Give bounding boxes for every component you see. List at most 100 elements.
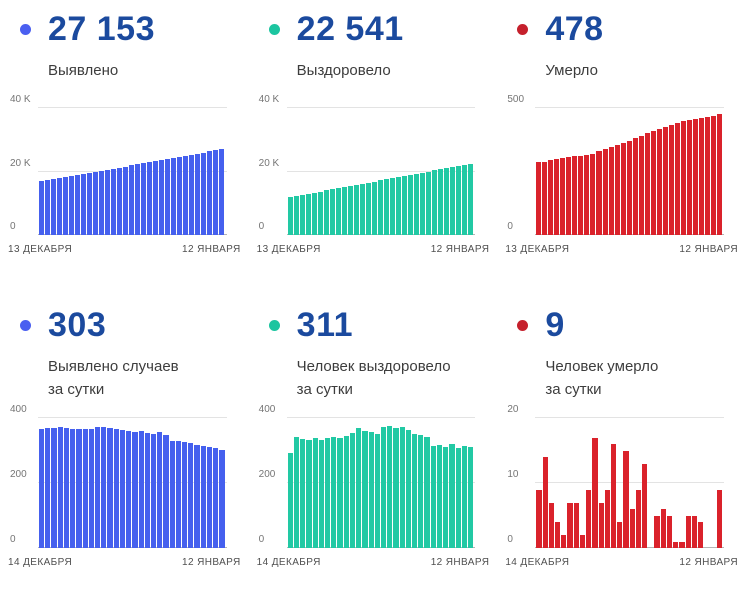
chart-bar[interactable] xyxy=(449,444,455,548)
chart-bar[interactable] xyxy=(686,119,692,236)
chart-bar[interactable] xyxy=(119,430,126,548)
chart-bar[interactable] xyxy=(329,189,335,236)
chart-bar[interactable] xyxy=(147,162,153,236)
chart-bar[interactable] xyxy=(305,193,311,236)
chart-bar[interactable] xyxy=(371,181,377,236)
chart-bar[interactable] xyxy=(57,427,63,548)
chart-bar[interactable] xyxy=(356,428,362,548)
chart-bar[interactable] xyxy=(586,489,592,548)
chart-bar[interactable] xyxy=(165,159,171,236)
chart-bar[interactable] xyxy=(93,171,99,236)
chart-bar[interactable] xyxy=(183,155,189,236)
chart-bar[interactable] xyxy=(536,489,542,548)
chart-bar[interactable] xyxy=(317,191,323,236)
chart-bar[interactable] xyxy=(63,177,69,236)
chart-bar[interactable] xyxy=(87,172,93,236)
chart-bar[interactable] xyxy=(426,171,432,236)
chart-bar[interactable] xyxy=(365,182,371,236)
chart-bar[interactable] xyxy=(536,161,542,236)
chart-bar[interactable] xyxy=(395,177,401,236)
chart-bar[interactable] xyxy=(620,143,626,236)
chart-bar[interactable] xyxy=(623,450,629,548)
chart-bar[interactable] xyxy=(163,434,169,548)
chart-bar[interactable] xyxy=(626,141,632,236)
chart-bar[interactable] xyxy=(542,161,548,236)
chart-bar[interactable] xyxy=(383,179,389,236)
chart-bar[interactable] xyxy=(293,196,299,236)
chart-bar[interactable] xyxy=(614,145,620,236)
chart-bar[interactable] xyxy=(610,444,617,548)
chart-bar[interactable] xyxy=(207,151,213,236)
chart-bar[interactable] xyxy=(656,128,662,236)
chart-bar[interactable] xyxy=(691,515,698,548)
chart-bar[interactable] xyxy=(323,190,329,236)
chart-bar[interactable] xyxy=(287,453,293,548)
chart-bar[interactable] xyxy=(401,176,407,236)
chart-bar[interactable] xyxy=(413,173,419,236)
chart-bar[interactable] xyxy=(182,442,188,548)
chart-bar[interactable] xyxy=(387,425,393,548)
chart-bar[interactable] xyxy=(51,179,57,236)
chart-bar[interactable] xyxy=(666,515,673,548)
chart-bar[interactable] xyxy=(430,445,436,548)
chart-bar[interactable] xyxy=(318,439,324,548)
chart-bar[interactable] xyxy=(101,427,107,548)
chart-bar[interactable] xyxy=(650,130,656,236)
chart-bar[interactable] xyxy=(698,117,704,236)
chart-bar[interactable] xyxy=(710,116,716,236)
chart-bar[interactable] xyxy=(418,435,424,548)
chart-bar[interactable] xyxy=(578,155,584,236)
chart-bar[interactable] xyxy=(63,428,70,548)
chart-bar[interactable] xyxy=(662,126,668,236)
chart-bar[interactable] xyxy=(219,449,225,548)
chart-bar[interactable] xyxy=(39,429,45,548)
chart-bar[interactable] xyxy=(70,428,76,548)
chart-bar[interactable] xyxy=(189,154,195,236)
chart-bar[interactable] xyxy=(144,432,150,548)
chart-bar[interactable] xyxy=(698,522,704,548)
chart-bar[interactable] xyxy=(584,154,590,236)
chart-bar[interactable] xyxy=(412,433,418,548)
chart-bar[interactable] xyxy=(306,440,312,548)
chart-bar[interactable] xyxy=(69,176,75,236)
chart-bar[interactable] xyxy=(377,180,383,236)
chart-bar[interactable] xyxy=(704,116,710,236)
chart-bar[interactable] xyxy=(617,522,623,548)
chart-bar[interactable] xyxy=(111,168,117,236)
chart-bar[interactable] xyxy=(153,161,159,236)
chart-bar[interactable] xyxy=(548,502,554,548)
chart-bar[interactable] xyxy=(99,170,105,236)
chart-bar[interactable] xyxy=(331,437,337,548)
chart-bar[interactable] xyxy=(660,509,666,548)
chart-bar[interactable] xyxy=(598,502,604,548)
chart-bar[interactable] xyxy=(126,431,132,548)
chart-bar[interactable] xyxy=(175,441,182,548)
chart-bar[interactable] xyxy=(287,197,293,236)
chart-bar[interactable] xyxy=(444,168,450,236)
chart-bar[interactable] xyxy=(644,133,650,236)
chart-bar[interactable] xyxy=(450,167,456,236)
chart-bar[interactable] xyxy=(107,428,113,548)
chart-bar[interactable] xyxy=(94,426,101,548)
chart-bar[interactable] xyxy=(561,535,567,548)
chart-bar[interactable] xyxy=(560,157,566,236)
chart-bar[interactable] xyxy=(716,113,722,236)
chart-bar[interactable] xyxy=(135,164,141,236)
chart-bar[interactable] xyxy=(141,163,147,236)
chart-bar[interactable] xyxy=(45,180,51,236)
chart-bar[interactable] xyxy=(554,522,561,548)
chart-bar[interactable] xyxy=(343,435,349,548)
chart-bar[interactable] xyxy=(341,187,347,236)
chart-bar[interactable] xyxy=(39,181,45,236)
chart-bar[interactable] xyxy=(468,163,474,236)
chart-bar[interactable] xyxy=(138,430,144,548)
chart-bar[interactable] xyxy=(468,446,474,548)
chart-bar[interactable] xyxy=(195,153,201,236)
chart-bar[interactable] xyxy=(455,447,461,548)
chart-bar[interactable] xyxy=(57,178,63,236)
chart-bar[interactable] xyxy=(311,192,317,236)
chart-bar[interactable] xyxy=(567,502,573,548)
chart-bar[interactable] xyxy=(201,152,207,236)
chart-bar[interactable] xyxy=(213,150,219,236)
chart-bar[interactable] xyxy=(117,167,123,236)
